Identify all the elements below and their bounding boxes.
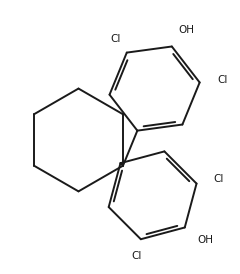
Text: Cl: Cl bbox=[131, 252, 141, 261]
Text: Cl: Cl bbox=[111, 33, 121, 44]
Text: Cl: Cl bbox=[217, 75, 228, 85]
Text: OH: OH bbox=[197, 235, 213, 245]
Text: Cl: Cl bbox=[214, 174, 224, 184]
Text: OH: OH bbox=[179, 25, 195, 35]
